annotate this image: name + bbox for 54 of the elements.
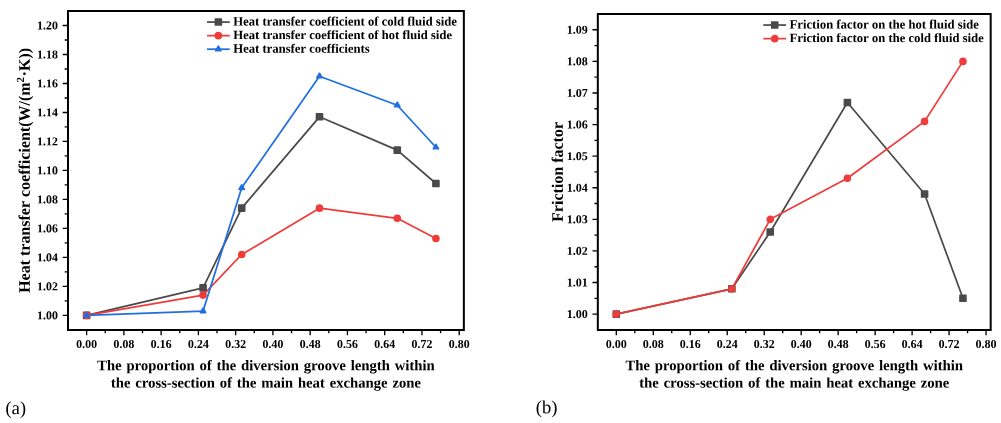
x-axis-title: The proportion of the diversion groove length within the cross-section of the main heat exchange zone [97,360,435,392]
x-tick-label: 0.24 [188,340,209,349]
y-tick-label: 1.01 [567,278,588,287]
y-tick-label: 1.04 [37,253,58,262]
y-tick-label: 1.14 [37,108,58,117]
y-tick-label: 1.08 [567,57,588,66]
x-tick-label: 0.08 [643,340,664,349]
x-axis-title: The proportion of the diversion groove length within the cross-section of the main heat exchange zone [625,360,963,392]
y-tick-label: 1.10 [37,166,58,175]
x-tick-label: 0.16 [680,340,701,349]
x-tick-label: 0.00 [606,340,627,349]
x-tick-label: 0.56 [865,340,886,349]
y-tick-label: 1.20 [37,21,58,30]
x-tick-label: 0.80 [976,340,997,349]
y-tick-label: 1.02 [37,282,58,291]
x-tick-label: 0.48 [828,340,849,349]
x-tick-label: 0.40 [791,340,812,349]
x-tick-label: 0.64 [902,340,923,349]
x-tick-label: 0.72 [411,340,432,349]
x-tick-label: 0.72 [939,340,960,349]
x-tick-label: 0.48 [300,340,321,349]
y-tick-label: 1.03 [567,215,588,224]
y-tick-label: 1.05 [567,152,588,161]
legend-label: Heat transfer coefficient of hot fluid side [233,30,452,40]
y-tick-label: 1.09 [567,25,588,35]
x-tick-label: 0.08 [113,340,134,349]
y-tick-label: 1.07 [567,89,588,98]
x-tick-label: 0.32 [225,340,246,349]
y-tick-label: 1.12 [37,137,58,146]
y-tick-label: 1.18 [37,50,58,59]
y-tick-label: 1.06 [567,120,588,129]
y-tick-label: 1.04 [567,183,588,193]
x-tick-label: 0.64 [374,340,395,349]
legend-label: Heat transfer coefficient of cold fluid side [233,16,457,26]
y-tick-label: 1.16 [37,79,58,88]
y-tick-label: 1.02 [567,247,588,256]
legend-label: Heat transfer coefficients [233,43,370,54]
y-axis-title: Friction factor [551,122,563,222]
y-axis-title: Heat transfer coefficient(W/(m$^{2}$·K)) [16,48,34,293]
y-tick-label: 1.06 [37,224,58,233]
x-tick-label: 0.56 [337,340,358,349]
x-tick-label: 0.00 [76,340,97,349]
legend-label: Friction factor on the hot fluid side [789,19,979,29]
y-tick-label: 1.00 [37,311,58,320]
x-tick-label: 0.24 [717,340,738,349]
y-tick-label: 1.00 [567,310,588,319]
x-tick-label: 0.32 [754,340,775,349]
x-tick-label: 0.16 [151,340,172,349]
legend-label: Friction factor on the cold fluid side [789,33,984,43]
text: (a) [6,401,26,419]
y-tick-label: 1.08 [37,195,58,204]
x-tick-label: 0.80 [449,340,470,349]
x-tick-label: 0.40 [262,340,283,349]
text: (b) [536,400,557,418]
